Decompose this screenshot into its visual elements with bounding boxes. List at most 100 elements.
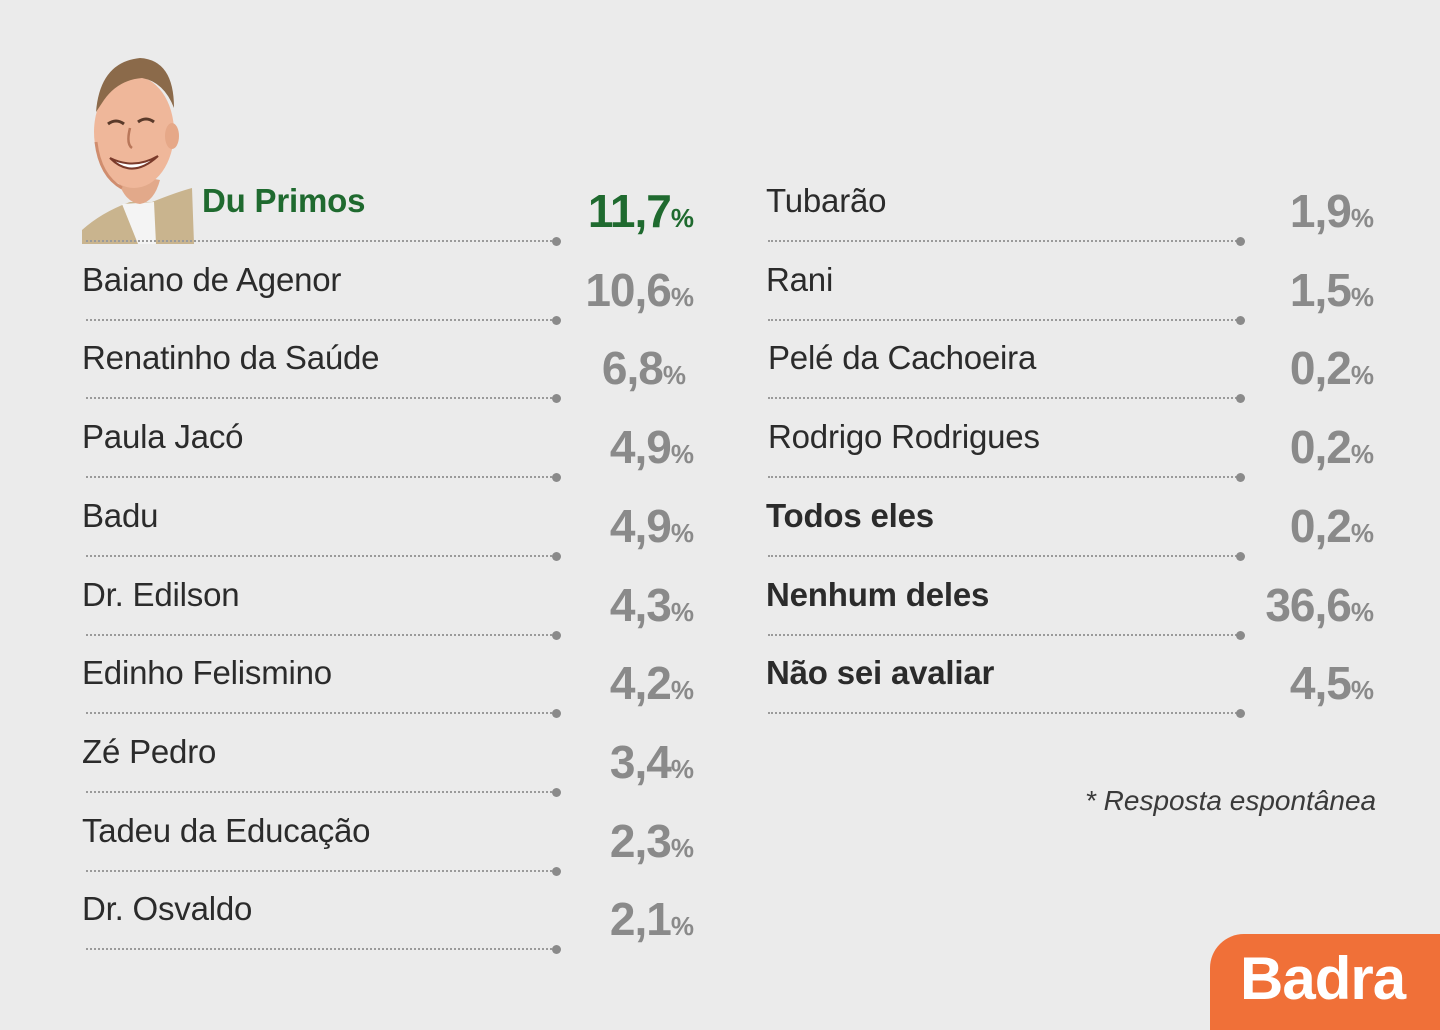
value-number: 11,7	[587, 185, 672, 237]
value-unit: %	[670, 596, 694, 627]
value-unit: %	[1350, 281, 1374, 312]
value-number: 4,2	[609, 657, 672, 710]
dotted-leader	[86, 790, 556, 793]
value-unit: %	[670, 439, 694, 470]
candidate-name: Rodrigo Rodrigues	[768, 418, 1040, 456]
leader-end-dot	[552, 866, 561, 876]
leader-end-dot	[552, 709, 561, 719]
footnote: * Resposta espontânea	[1085, 785, 1377, 816]
value-number: 4,3	[609, 578, 672, 631]
percentage-value: 36,6%	[1265, 578, 1374, 632]
candidate-name: Paula Jacó	[82, 418, 244, 456]
badra-logo: Badra	[1210, 934, 1440, 1030]
value-number: 0,2	[1289, 421, 1352, 474]
table-row: Todos eles 0,2%	[766, 496, 1374, 561]
candidate-name: Tadeu da Educação	[82, 811, 371, 849]
table-row: Tubarão 1,9%	[766, 182, 1374, 246]
table-row: Não sei avaliar 4,5%	[766, 654, 1374, 719]
value-number: 36,6	[1265, 578, 1352, 631]
value-unit: %	[662, 360, 686, 391]
value-number: 3,4	[609, 735, 672, 788]
dotted-leader	[86, 397, 556, 400]
value-unit: %	[670, 517, 694, 548]
logo-text: Badra	[1240, 945, 1406, 1012]
dotted-leader	[768, 633, 1240, 636]
table-row: Du Primos 11,7%	[82, 182, 694, 246]
candidate-name: Não sei avaliar	[766, 654, 995, 692]
leader-end-dot	[1236, 473, 1245, 483]
dotted-leader	[768, 476, 1240, 479]
value-number: 1,9	[1289, 185, 1352, 237]
value-unit: %	[670, 203, 694, 233]
candidate-name: Rani	[766, 260, 834, 298]
leader-end-dot	[552, 551, 561, 561]
dotted-leader	[86, 633, 556, 636]
table-row: Tadeu da Educação 2,3%	[82, 811, 694, 876]
percentage-value: 0,2%	[1290, 341, 1374, 395]
leader-end-dot	[1236, 394, 1245, 404]
dotted-leader	[86, 554, 556, 557]
value-number: 1,5	[1289, 263, 1352, 316]
candidate-name: Tubarão	[766, 182, 887, 219]
leader-end-dot	[552, 237, 561, 246]
value-unit: %	[1350, 360, 1374, 391]
leader-end-dot	[552, 787, 561, 797]
table-row: Rani 1,5%	[766, 260, 1374, 325]
leader-end-dot	[552, 394, 561, 404]
candidate-name: Dr. Osvaldo	[82, 890, 253, 928]
dotted-leader	[86, 240, 556, 242]
dotted-leader	[86, 869, 556, 872]
percentage-value: 2,3%	[610, 814, 694, 868]
value-unit: %	[670, 911, 694, 942]
dotted-leader	[768, 318, 1240, 321]
dotted-leader	[86, 476, 556, 479]
table-row: Baiano de Agenor 10,6%	[82, 260, 694, 325]
value-unit: %	[670, 675, 694, 706]
candidate-name: Nenhum deles	[766, 575, 990, 613]
table-row: Dr. Edilson 4,3%	[82, 575, 694, 640]
value-unit: %	[1350, 439, 1374, 470]
table-row: Renatinho da Saúde 6,8%	[82, 339, 694, 404]
value-number: 10,6	[585, 263, 672, 316]
percentage-value: 3,4%	[610, 735, 694, 789]
value-number: 4,9	[609, 421, 672, 474]
percentage-value: 4,5%	[1290, 656, 1374, 710]
percentage-value: 1,9%	[1290, 184, 1374, 238]
percentage-value: 4,9%	[610, 420, 694, 474]
table-row: Edinho Felismino 4,2%	[82, 654, 694, 719]
percentage-value: 2,1%	[610, 892, 694, 946]
leader-end-dot	[1236, 237, 1245, 246]
candidate-name: Du Primos	[202, 182, 366, 219]
value-unit: %	[1350, 596, 1374, 627]
percentage-value: 11,7%	[588, 184, 694, 238]
candidate-name: Edinho Felismino	[82, 654, 332, 692]
candidate-name: Todos eles	[766, 496, 934, 534]
leader-end-dot	[1236, 551, 1245, 561]
percentage-value: 1,5%	[1290, 263, 1374, 317]
candidate-name: Dr. Edilson	[82, 575, 240, 613]
value-unit: %	[1350, 203, 1374, 233]
dotted-leader	[86, 948, 556, 951]
percentage-value: 10,6%	[585, 263, 694, 317]
dotted-leader	[768, 712, 1240, 715]
leader-end-dot	[552, 945, 561, 955]
dotted-leader	[768, 240, 1240, 242]
candidate-name: Baiano de Agenor	[82, 260, 342, 298]
value-number: 4,9	[609, 499, 672, 552]
value-number: 2,1	[609, 893, 672, 946]
candidate-name: Zé Pedro	[82, 732, 217, 770]
value-number: 6,8	[601, 342, 664, 395]
table-row: Dr. Osvaldo 2,1%	[82, 890, 694, 955]
table-row: Rodrigo Rodrigues 0,2%	[766, 418, 1374, 483]
table-row: Badu 4,9%	[82, 497, 694, 561]
table-row: Pelé da Cachoeira 0,2%	[766, 339, 1374, 404]
leader-end-dot	[1236, 630, 1245, 640]
leader-end-dot	[1236, 315, 1245, 325]
percentage-value: 0,2%	[1290, 499, 1374, 553]
percentage-value: 4,3%	[610, 578, 694, 632]
value-number: 4,5	[1289, 657, 1352, 710]
value-number: 0,2	[1289, 342, 1352, 395]
value-number: 0,2	[1289, 499, 1352, 552]
percentage-value: 4,9%	[610, 499, 694, 553]
value-unit: %	[670, 832, 694, 863]
